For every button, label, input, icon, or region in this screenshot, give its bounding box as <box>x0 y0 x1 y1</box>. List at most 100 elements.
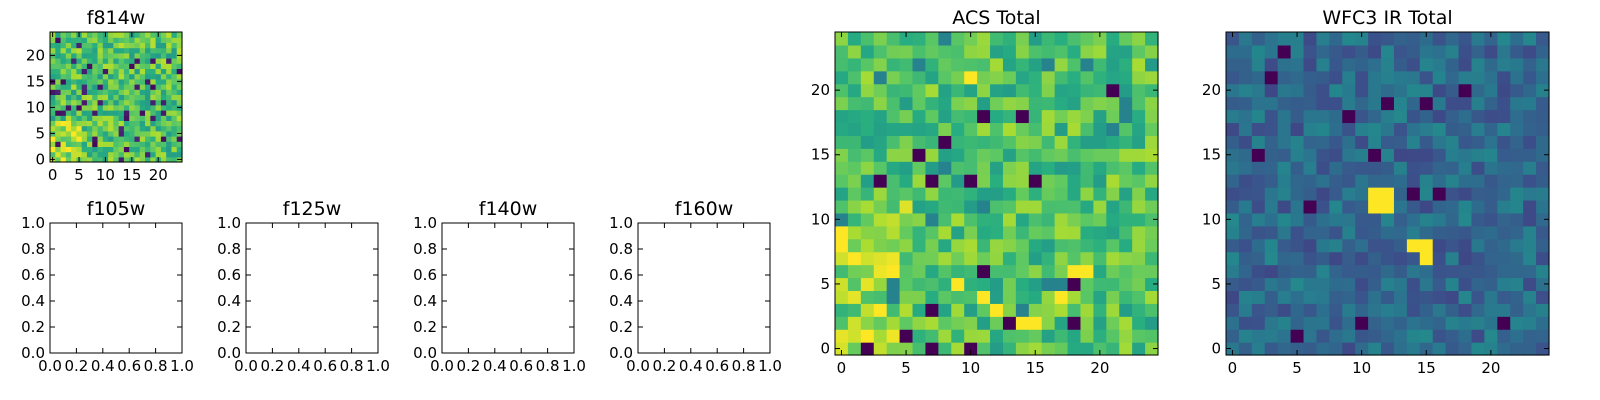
heatmap-cell <box>886 303 901 317</box>
heatmap-cell <box>1277 251 1292 266</box>
heatmap-cell <box>925 303 939 317</box>
heatmap-cell <box>990 57 1004 72</box>
heatmap-cell <box>1342 32 1356 46</box>
heatmap-cell <box>145 37 151 43</box>
heatmap-cell <box>925 32 939 46</box>
heatmap-cell <box>129 89 136 95</box>
heatmap-cell <box>860 264 875 279</box>
heatmap-cell <box>899 238 914 253</box>
heatmap-cell <box>1510 148 1524 162</box>
heatmap-cell <box>155 47 162 54</box>
heatmap-cell <box>977 135 991 149</box>
heatmap-cell <box>81 84 88 90</box>
heatmap-cell <box>925 174 939 188</box>
heatmap-cell <box>1342 329 1356 343</box>
heatmap-cell <box>847 96 862 111</box>
heatmap-cell <box>873 161 888 175</box>
heatmap-cell <box>160 130 167 137</box>
heatmap-cell <box>1054 32 1069 46</box>
heatmap-cell <box>1458 187 1473 201</box>
heatmap-cell <box>977 225 991 240</box>
heatmap-cell <box>835 303 849 317</box>
heatmap-cell <box>1106 251 1120 266</box>
heatmap-cell <box>1002 44 1017 59</box>
heatmap-cell <box>113 130 120 137</box>
heatmap-cell <box>113 78 120 85</box>
heatmap-cell <box>1484 251 1498 266</box>
heatmap-cell <box>1226 161 1240 175</box>
heatmap-cell <box>990 329 1004 343</box>
heatmap-cell <box>1381 161 1395 175</box>
chart-title: f814w <box>87 7 146 29</box>
axis-frame <box>245 222 379 354</box>
heatmap-cell <box>1484 187 1498 201</box>
heatmap-cell <box>150 68 157 75</box>
heatmap-cell <box>1119 264 1133 279</box>
heatmap-cell <box>171 32 178 38</box>
heatmap-cell <box>1002 238 1017 253</box>
heatmap-cell <box>129 84 136 90</box>
heatmap-cell <box>1145 32 1159 46</box>
heatmap-cell <box>899 174 914 188</box>
heatmap-cell <box>1238 342 1253 356</box>
heatmap-cell <box>108 146 114 153</box>
heatmap-cell <box>1251 96 1266 111</box>
heatmap-cell <box>1393 187 1408 201</box>
heatmap-cell <box>81 89 88 95</box>
heatmap-cell <box>108 78 114 85</box>
heatmap-cell <box>1471 135 1485 149</box>
heatmap-cell <box>1002 277 1017 291</box>
heatmap-cell <box>1393 212 1408 227</box>
heatmap-cell <box>1355 96 1369 111</box>
heatmap-cell <box>1419 44 1434 59</box>
heatmap-cell <box>65 110 72 116</box>
y-tick-label: 0.8 <box>413 240 437 258</box>
heatmap-cell <box>1264 70 1279 85</box>
heatmap-cell <box>1119 174 1133 188</box>
heatmap-cell <box>886 57 901 72</box>
heatmap-cell <box>1316 225 1330 240</box>
heatmap-cell <box>1510 238 1524 253</box>
heatmap-cell <box>81 110 88 116</box>
heatmap-cell <box>60 78 67 85</box>
heatmap-cell <box>847 135 862 149</box>
heatmap-cell <box>1303 57 1318 72</box>
heatmap-cell <box>1303 238 1318 253</box>
heatmap-cell <box>1523 329 1537 343</box>
heatmap-cell <box>1132 148 1146 162</box>
heatmap-cell <box>60 130 67 137</box>
heatmap-cell <box>1067 342 1082 356</box>
heatmap-cell <box>1316 135 1330 149</box>
heatmap-cell <box>1002 57 1017 72</box>
heatmap-cell <box>1445 161 1460 175</box>
heatmap-cell <box>86 99 93 106</box>
heatmap-cell <box>97 58 104 64</box>
heatmap-cell <box>938 44 952 59</box>
heatmap-cell <box>81 58 88 64</box>
heatmap-cell <box>50 99 56 106</box>
heatmap-cell <box>1132 290 1146 304</box>
heatmap-cell <box>81 52 88 59</box>
heatmap-cell <box>1471 329 1485 343</box>
heatmap-cell <box>1041 238 1056 253</box>
heatmap-cell <box>1002 70 1017 85</box>
heatmap-cell <box>1015 225 1030 240</box>
heatmap-cell <box>964 122 978 136</box>
heatmap-cell <box>86 52 93 59</box>
y-tick-label: 0.0 <box>413 344 437 362</box>
heatmap-cell <box>171 68 178 75</box>
heatmap-cell <box>1536 57 1550 72</box>
heatmap-cell <box>71 73 77 80</box>
heatmap-cell <box>1290 277 1305 291</box>
heatmap-cell <box>1393 96 1408 111</box>
heatmap-cell <box>1432 199 1447 214</box>
heatmap-cell <box>1523 251 1537 266</box>
heatmap-cell <box>1445 70 1460 85</box>
heatmap-cell <box>1119 303 1133 317</box>
x-tick-label: 0.6 <box>313 357 337 375</box>
heatmap-cell <box>71 110 77 116</box>
heatmap-cell <box>1523 290 1537 304</box>
heatmap-cell <box>1432 70 1447 85</box>
heatmap-cell <box>1497 57 1511 72</box>
heatmap-cell <box>71 37 77 43</box>
